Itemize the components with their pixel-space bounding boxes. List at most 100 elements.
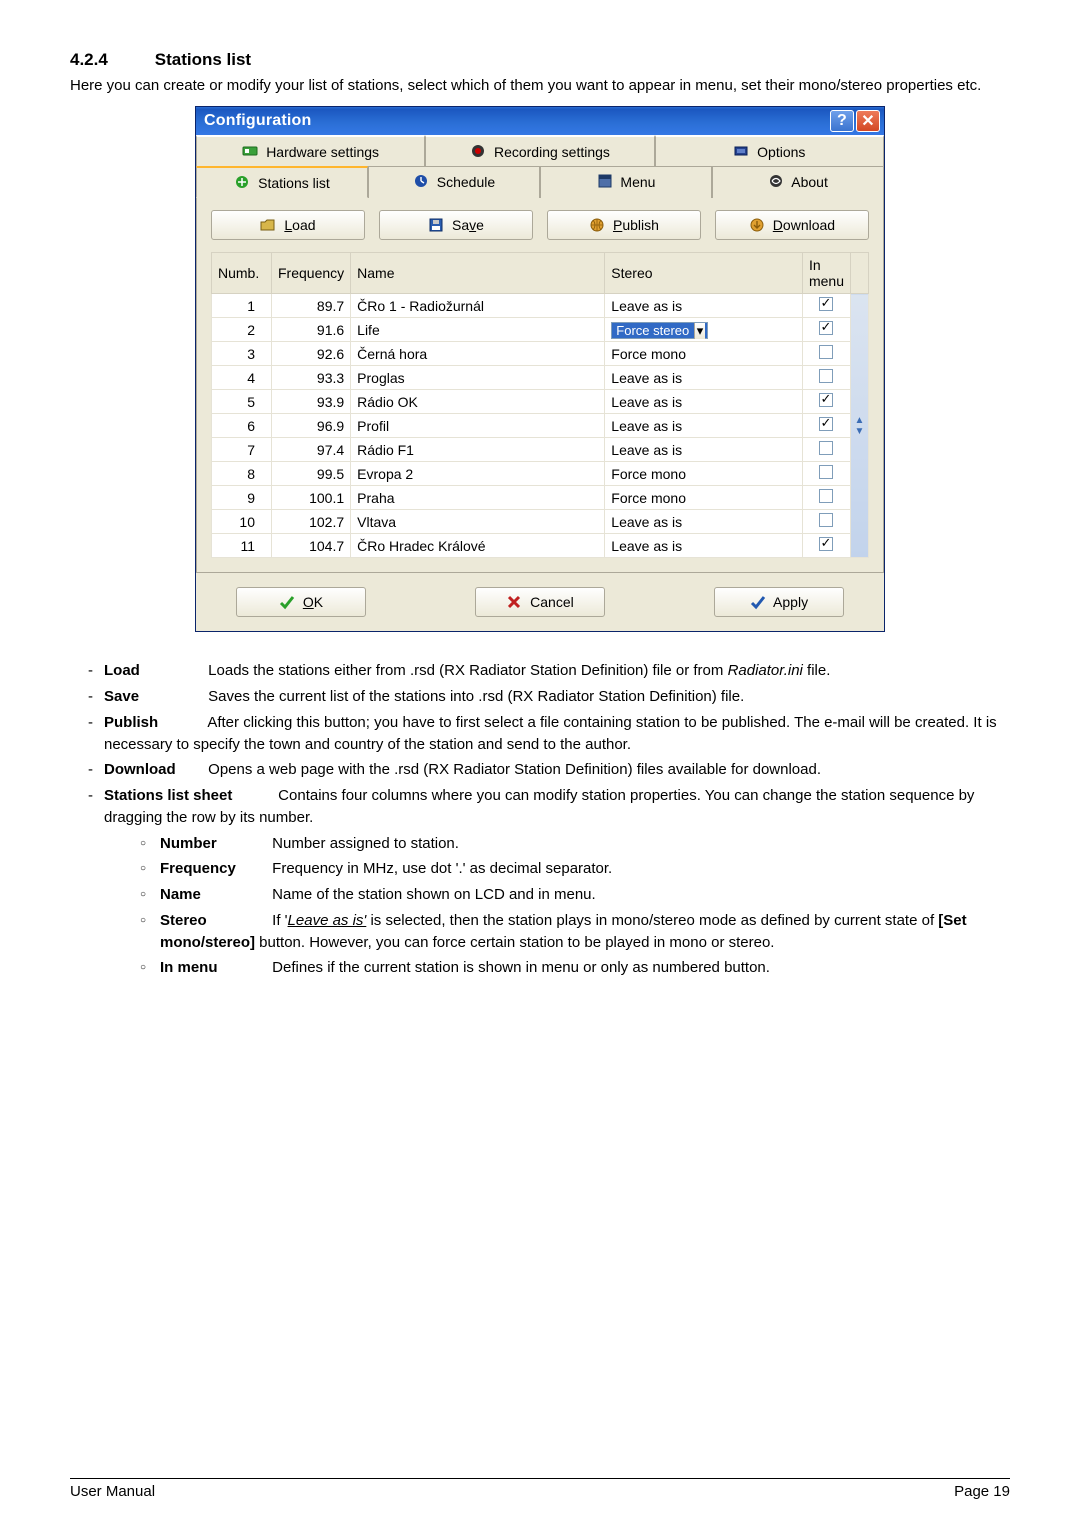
table-row[interactable]: 11104.7ČRo Hradec KrálovéLeave as is xyxy=(212,534,869,558)
tab-schedule[interactable]: Schedule xyxy=(368,166,540,198)
cell-number[interactable]: 2 xyxy=(212,318,272,342)
col-name[interactable]: Name xyxy=(351,253,605,294)
titlebar-help-button[interactable]: ? xyxy=(830,110,854,132)
cell-stereo[interactable]: Force mono xyxy=(605,486,803,510)
cell-number[interactable]: 11 xyxy=(212,534,272,558)
table-row[interactable]: 9100.1PrahaForce mono xyxy=(212,486,869,510)
col-freq[interactable]: Frequency xyxy=(272,253,351,294)
cell-name[interactable]: ČRo Hradec Králové xyxy=(351,534,605,558)
cell-inmenu[interactable] xyxy=(802,390,850,414)
cell-inmenu[interactable] xyxy=(802,342,850,366)
inmenu-checkbox[interactable] xyxy=(819,369,833,383)
load-button[interactable]: Load xyxy=(211,210,365,240)
table-row[interactable]: 797.4Rádio F1Leave as is xyxy=(212,438,869,462)
table-row[interactable]: 392.6Černá horaForce mono xyxy=(212,342,869,366)
cell-stereo[interactable]: Leave as is xyxy=(605,510,803,534)
cell-number[interactable]: 3 xyxy=(212,342,272,366)
download-button[interactable]: Download xyxy=(715,210,869,240)
cell-number[interactable]: 9 xyxy=(212,486,272,510)
table-row[interactable]: 10102.7VltavaLeave as is xyxy=(212,510,869,534)
table-row[interactable]: 593.9Rádio OKLeave as is xyxy=(212,390,869,414)
cell-inmenu[interactable] xyxy=(802,462,850,486)
inmenu-checkbox[interactable] xyxy=(819,441,833,455)
inmenu-checkbox[interactable] xyxy=(819,345,833,359)
cell-inmenu[interactable] xyxy=(802,414,850,438)
tab-about[interactable]: About xyxy=(712,166,884,198)
cell-inmenu[interactable] xyxy=(802,510,850,534)
cell-name[interactable]: Profil xyxy=(351,414,605,438)
cell-frequency[interactable]: 104.7 xyxy=(272,534,351,558)
cell-stereo[interactable]: Force mono xyxy=(605,462,803,486)
table-row[interactable]: 696.9ProfilLeave as is xyxy=(212,414,869,438)
col-stereo[interactable]: Stereo xyxy=(605,253,803,294)
inmenu-checkbox[interactable] xyxy=(819,465,833,479)
cell-name[interactable]: Rádio F1 xyxy=(351,438,605,462)
cell-stereo[interactable]: Force stereo xyxy=(605,318,803,342)
scroll-up-icon[interactable]: ▲ xyxy=(855,415,865,426)
cell-frequency[interactable]: 93.9 xyxy=(272,390,351,414)
cell-name[interactable]: Life xyxy=(351,318,605,342)
tab-menu[interactable]: Menu xyxy=(540,166,712,198)
cell-inmenu[interactable] xyxy=(802,438,850,462)
publish-button[interactable]: Publish xyxy=(547,210,701,240)
save-button[interactable]: Save xyxy=(379,210,533,240)
cell-name[interactable]: Proglas xyxy=(351,366,605,390)
cell-number[interactable]: 4 xyxy=(212,366,272,390)
cell-number[interactable]: 6 xyxy=(212,414,272,438)
table-row[interactable]: 291.6Life Force stereo xyxy=(212,318,869,342)
cell-name[interactable]: Praha xyxy=(351,486,605,510)
cell-frequency[interactable]: 102.7 xyxy=(272,510,351,534)
cell-name[interactable]: Černá hora xyxy=(351,342,605,366)
cell-number[interactable]: 5 xyxy=(212,390,272,414)
apply-button[interactable]: Apply xyxy=(714,587,844,617)
cell-number[interactable]: 1 xyxy=(212,294,272,318)
cell-stereo[interactable]: Leave as is xyxy=(605,534,803,558)
col-inmenu[interactable]: In menu xyxy=(802,253,850,294)
cell-frequency[interactable]: 92.6 xyxy=(272,342,351,366)
stations-table[interactable]: Numb. Frequency Name Stereo In menu 189.… xyxy=(211,252,869,558)
tab-stations-list[interactable]: Stations list xyxy=(196,166,368,198)
cell-stereo[interactable]: Leave as is xyxy=(605,294,803,318)
inmenu-checkbox[interactable] xyxy=(819,321,833,335)
cell-name[interactable]: ČRo 1 - Radiožurnál xyxy=(351,294,605,318)
cell-frequency[interactable]: 99.5 xyxy=(272,462,351,486)
cell-number[interactable]: 7 xyxy=(212,438,272,462)
cell-stereo[interactable]: Leave as is xyxy=(605,390,803,414)
inmenu-checkbox[interactable] xyxy=(819,297,833,311)
cell-number[interactable]: 10 xyxy=(212,510,272,534)
cell-frequency[interactable]: 89.7 xyxy=(272,294,351,318)
cell-frequency[interactable]: 91.6 xyxy=(272,318,351,342)
titlebar-close-button[interactable]: ✕ xyxy=(856,110,880,132)
table-row[interactable]: 189.7ČRo 1 - RadiožurnálLeave as is▲▼ xyxy=(212,294,869,318)
tab-options[interactable]: Options xyxy=(655,135,884,166)
col-numb[interactable]: Numb. xyxy=(212,253,272,294)
cell-number[interactable]: 8 xyxy=(212,462,272,486)
scroll-down-icon[interactable]: ▼ xyxy=(855,426,865,437)
cell-frequency[interactable]: 97.4 xyxy=(272,438,351,462)
cell-inmenu[interactable] xyxy=(802,294,850,318)
table-row[interactable]: 899.5Evropa 2Force mono xyxy=(212,462,869,486)
stereo-dropdown[interactable]: Force stereo xyxy=(611,322,708,339)
inmenu-checkbox[interactable] xyxy=(819,417,833,431)
inmenu-checkbox[interactable] xyxy=(819,537,833,551)
inmenu-checkbox[interactable] xyxy=(819,513,833,527)
cancel-button[interactable]: Cancel xyxy=(475,587,605,617)
cell-name[interactable]: Rádio OK xyxy=(351,390,605,414)
cell-stereo[interactable]: Leave as is xyxy=(605,438,803,462)
cell-inmenu[interactable] xyxy=(802,534,850,558)
cell-frequency[interactable]: 100.1 xyxy=(272,486,351,510)
cell-inmenu[interactable] xyxy=(802,366,850,390)
cell-inmenu[interactable] xyxy=(802,486,850,510)
tab-recording-settings[interactable]: Recording settings xyxy=(425,135,654,166)
tab-hardware-settings[interactable]: Hardware settings xyxy=(196,135,425,166)
ok-button[interactable]: OK xyxy=(236,587,366,617)
cell-frequency[interactable]: 93.3 xyxy=(272,366,351,390)
table-row[interactable]: 493.3ProglasLeave as is xyxy=(212,366,869,390)
cell-stereo[interactable]: Leave as is xyxy=(605,366,803,390)
cell-stereo[interactable]: Force mono xyxy=(605,342,803,366)
titlebar[interactable]: Configuration ? ✕ xyxy=(196,107,884,135)
inmenu-checkbox[interactable] xyxy=(819,489,833,503)
cell-name[interactable]: Vltava xyxy=(351,510,605,534)
cell-stereo[interactable]: Leave as is xyxy=(605,414,803,438)
cell-inmenu[interactable] xyxy=(802,318,850,342)
